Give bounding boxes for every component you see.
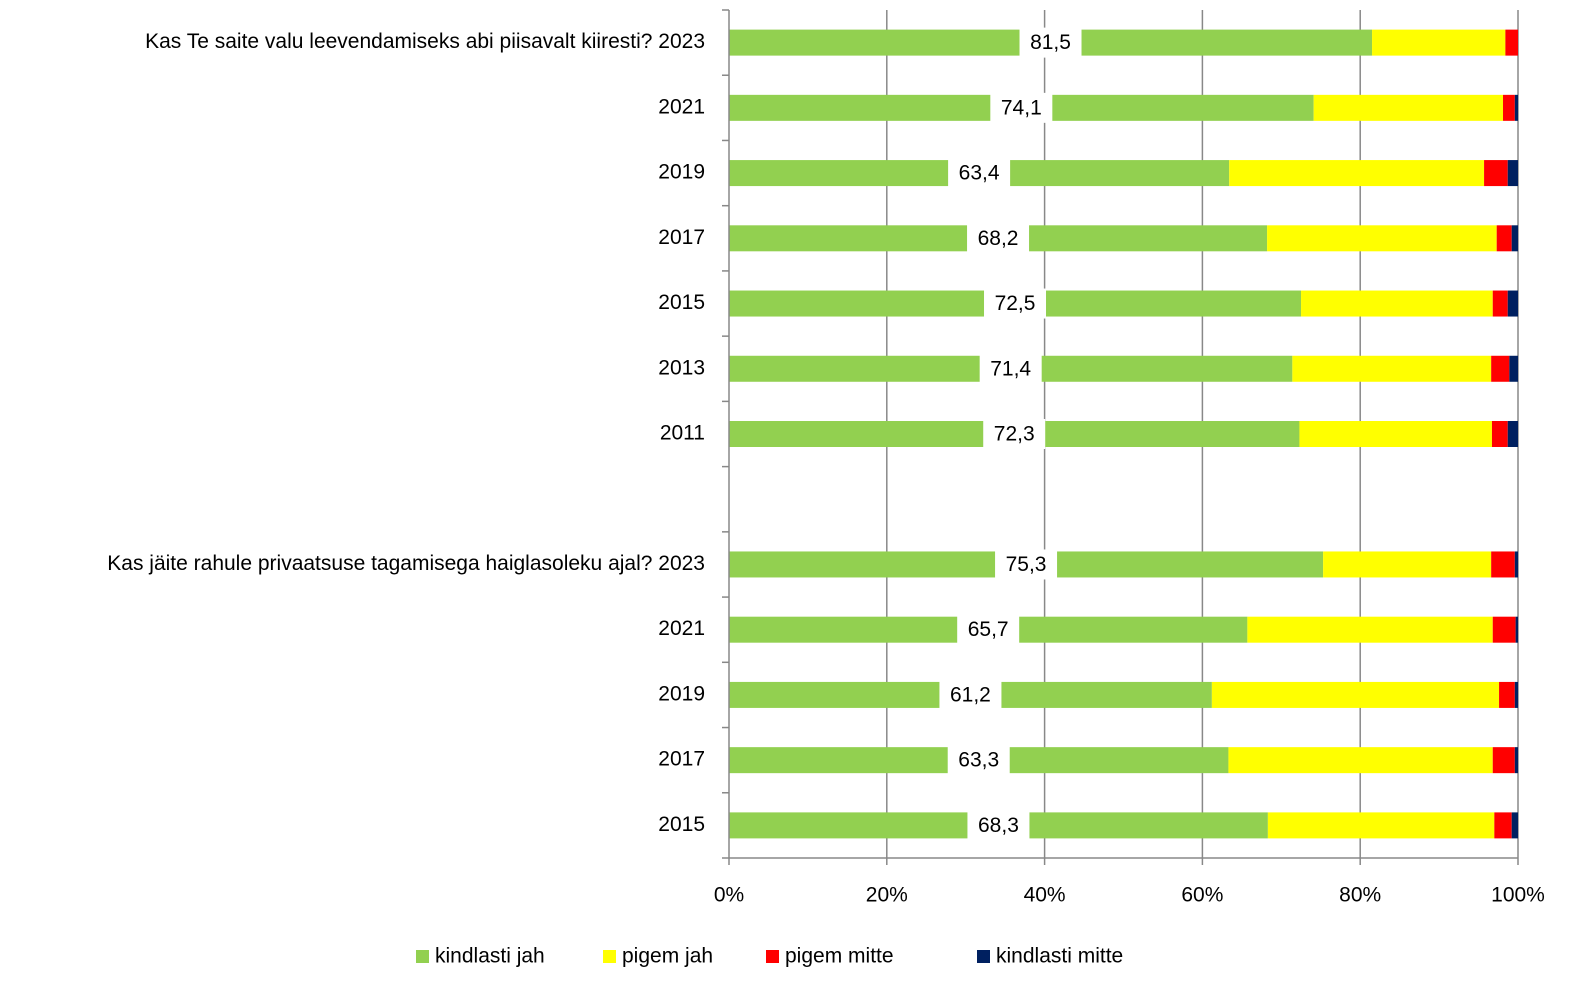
data-label: 72,5 — [995, 292, 1036, 315]
bar-segment — [1494, 812, 1512, 839]
bar-segment — [1313, 94, 1504, 121]
y-tick-label: 2015 — [658, 813, 705, 836]
bar-segment — [1505, 29, 1518, 56]
legend-swatch — [766, 950, 779, 963]
bar-segment — [1301, 290, 1493, 317]
y-tick-label: 2017 — [658, 226, 705, 249]
data-label-bg — [939, 679, 1002, 710]
bar-segment — [1514, 94, 1518, 121]
bar-segment — [1503, 94, 1515, 121]
bar-segment — [1492, 290, 1508, 317]
y-tick-label: 2019 — [658, 682, 705, 705]
data-label: 65,7 — [968, 618, 1009, 641]
bar-segment — [1292, 355, 1492, 382]
bar-segment — [1228, 747, 1493, 774]
bar-segment — [1491, 551, 1515, 578]
x-tick-label: 100% — [1491, 884, 1545, 907]
data-label: 61,2 — [950, 683, 991, 706]
data-label: 63,3 — [958, 749, 999, 772]
y-tick-label: 2019 — [658, 161, 705, 184]
legend-swatch — [603, 950, 616, 963]
legend-swatch — [416, 950, 429, 963]
bar-segment — [1507, 160, 1518, 187]
data-label: 75,3 — [1006, 553, 1047, 576]
bar-segment — [1515, 616, 1518, 643]
data-label-bg — [967, 223, 1030, 254]
data-label-bg — [984, 288, 1047, 319]
bar-segment — [1509, 355, 1518, 382]
data-label-bg — [990, 92, 1053, 123]
bar-segment — [1211, 681, 1500, 708]
data-label-bg — [967, 810, 1030, 841]
legend-label: pigem jah — [622, 945, 713, 968]
bar-segment — [1514, 747, 1518, 774]
bar-segment — [1496, 225, 1512, 252]
bar-segment — [1299, 421, 1492, 447]
y-tick-label: 2017 — [658, 748, 705, 771]
bar-segment — [1229, 160, 1485, 187]
data-label: 74,1 — [1001, 96, 1042, 119]
bar-segment — [1514, 551, 1518, 578]
legend-label: kindlasti mitte — [996, 945, 1123, 968]
bar-segment — [1491, 355, 1510, 382]
y-tick-label: 2015 — [658, 291, 705, 314]
bar-segment — [1507, 290, 1518, 317]
y-tick-label: 2021 — [658, 95, 705, 118]
bar-segment — [1267, 225, 1497, 252]
data-label: 81,5 — [1030, 31, 1071, 54]
y-tick-label: 2013 — [658, 356, 705, 379]
y-tick-label: 2021 — [658, 617, 705, 640]
data-label: 63,4 — [959, 162, 1000, 185]
y-tick-label: 2011 — [660, 422, 705, 445]
x-tick-label: 20% — [866, 884, 908, 907]
data-label-bg — [995, 549, 1058, 580]
bar-segment — [1492, 747, 1515, 774]
x-tick-label: 80% — [1339, 884, 1381, 907]
bar-segment — [1514, 681, 1518, 708]
bar-segment — [1499, 681, 1515, 708]
legend-label: kindlasti jah — [435, 945, 545, 968]
data-label: 68,2 — [978, 227, 1019, 250]
x-tick-label: 40% — [1024, 884, 1066, 907]
data-label-bg — [979, 353, 1042, 384]
bar-segment — [1511, 812, 1518, 839]
data-label: 68,3 — [978, 814, 1019, 837]
bar-segment — [1247, 616, 1493, 643]
data-label-bg — [957, 614, 1020, 645]
bar-segment — [1491, 421, 1508, 447]
bar-segment — [1323, 551, 1492, 578]
legend-swatch — [977, 950, 990, 963]
data-label: 71,4 — [990, 357, 1031, 380]
data-label-bg — [983, 419, 1046, 449]
bar-segment — [1507, 421, 1518, 447]
y-tick-label: Kas Te saite valu leevendamiseks abi pii… — [145, 30, 705, 53]
bar-segment — [1492, 616, 1516, 643]
bar-segment — [1267, 812, 1495, 839]
x-tick-label: 60% — [1181, 884, 1223, 907]
data-label-bg — [1019, 27, 1082, 58]
bar-segment — [1511, 225, 1518, 252]
data-label-bg — [947, 745, 1010, 776]
bar-segment — [1372, 29, 1506, 56]
data-label: 72,3 — [994, 423, 1035, 446]
legend-label: pigem mitte — [785, 945, 894, 968]
bar-segment — [1484, 160, 1508, 187]
x-tick-label: 0% — [714, 884, 744, 907]
y-tick-label: Kas jäite rahule privaatsuse tagamisega … — [107, 552, 705, 575]
data-label-bg — [948, 158, 1011, 189]
